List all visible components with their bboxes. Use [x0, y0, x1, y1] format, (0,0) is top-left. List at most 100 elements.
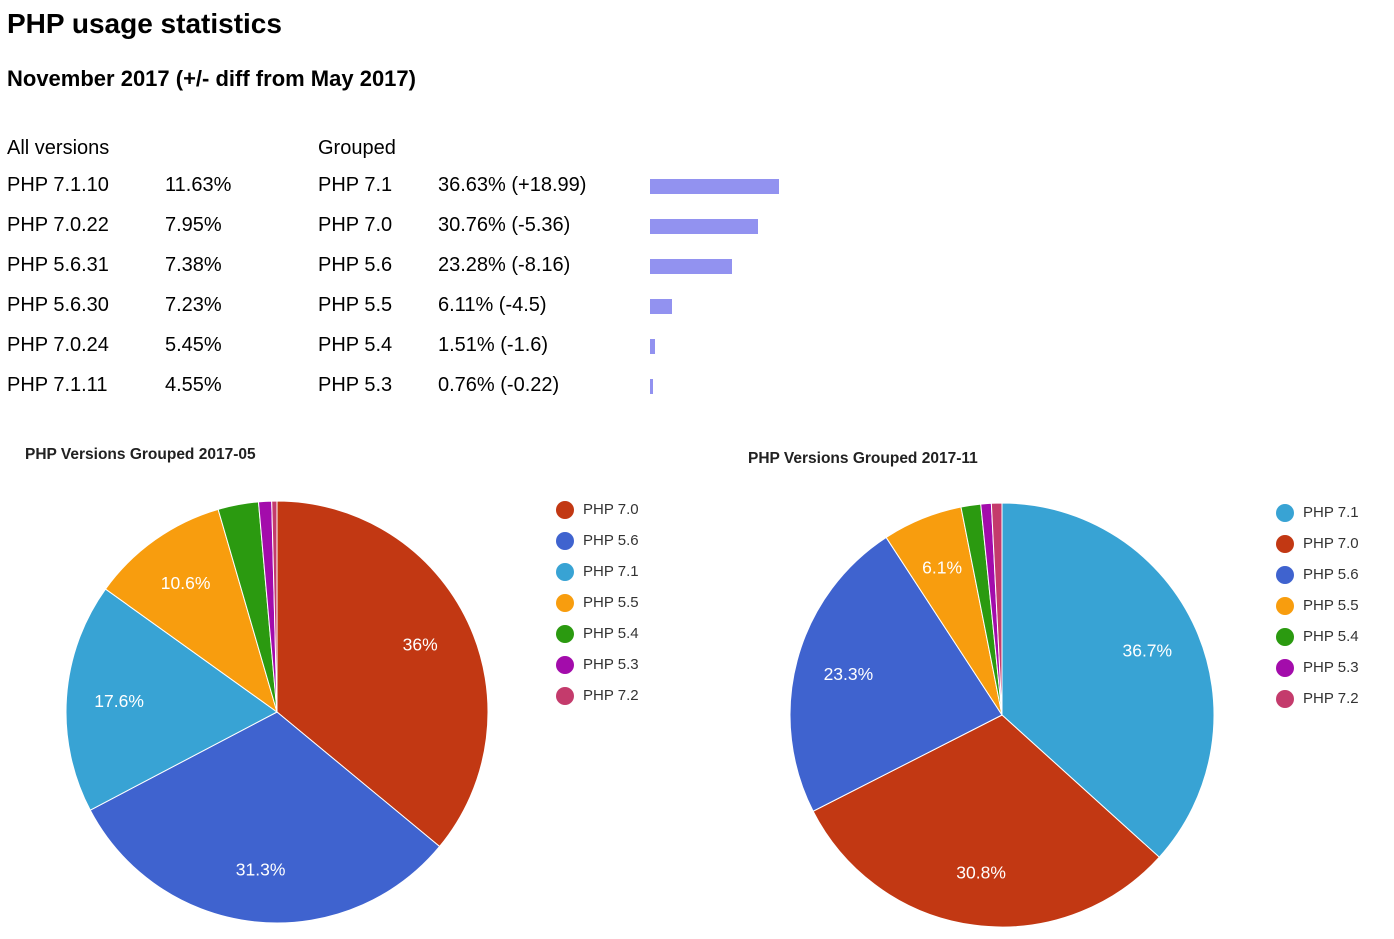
legend-swatch-icon — [556, 686, 574, 705]
legend-item-php-7-1: PHP 7.1 — [1276, 497, 1359, 528]
version-cell: PHP 7.0.22 — [7, 214, 109, 236]
table-row: PHP 7.1.11 4.55% PHP 5.3 0.76% (-0.22) — [7, 372, 907, 412]
legend-item-php-5-3: PHP 5.3 — [556, 649, 639, 680]
version-share-cell: 7.95% — [165, 214, 222, 236]
version-cell: PHP 7.0.24 — [7, 334, 109, 356]
legend-swatch-icon — [1276, 534, 1294, 553]
legend-item-php-7-0: PHP 7.0 — [1276, 528, 1359, 559]
legend-label: PHP 5.4 — [583, 625, 639, 642]
legend-label: PHP 7.1 — [1303, 504, 1359, 521]
legend-swatch-icon — [556, 562, 574, 581]
grouped-version-cell: PHP 5.5 — [318, 294, 393, 316]
legend-item-php-7-1: PHP 7.1 — [556, 556, 639, 587]
page-subtitle: November 2017 (+/- diff from May 2017) — [7, 66, 416, 91]
share-bar — [650, 339, 655, 354]
grouped-share-cell: 1.51% (-1.6) — [438, 334, 549, 356]
legend-2017-11: PHP 7.1 PHP 7.0 PHP 5.6 PHP 5.5 PHP 5.4 PHP 5… — [1276, 497, 1359, 714]
version-share-cell: 11.63% — [165, 174, 232, 196]
legend-swatch-icon — [1276, 596, 1294, 615]
pie-slice-php-7-0[interactable] — [276, 500, 489, 848]
legend-item-php-5-5: PHP 5.5 — [1276, 590, 1359, 621]
legend-label: PHP 5.5 — [583, 594, 639, 611]
grouped-share-cell: 30.76% (-5.36) — [438, 214, 571, 236]
legend-item-php-5-6: PHP 5.6 — [1276, 559, 1359, 590]
grouped-version-cell: PHP 7.0 — [318, 214, 393, 236]
pie-slice-php-7-2[interactable] — [271, 500, 278, 713]
table-row: PHP 7.1.10 11.63% PHP 7.1 36.63% (+18.99) — [7, 172, 907, 212]
legend-label: PHP 5.3 — [583, 656, 639, 673]
pie-slice-label: 36% — [403, 635, 438, 655]
grouped-version-cell: PHP 7.1 — [318, 174, 393, 196]
grouped-version-cell: PHP 5.3 — [318, 374, 393, 396]
legend-swatch-icon — [556, 624, 574, 643]
legend-label: PHP 7.2 — [583, 687, 639, 704]
version-share-cell: 7.23% — [165, 294, 222, 316]
legend-swatch-icon — [556, 531, 574, 550]
legend-label: PHP 5.6 — [1303, 566, 1359, 583]
pie-slice-label: 6.1% — [922, 558, 962, 578]
legend-label: PHP 5.3 — [1303, 659, 1359, 676]
grouped-share-cell: 0.76% (-0.22) — [438, 374, 560, 396]
table-row: PHP 7.0.24 5.45% PHP 5.4 1.51% (-1.6) — [7, 332, 907, 372]
legend-label: PHP 5.4 — [1303, 628, 1359, 645]
chart-title-2017-05: PHP Versions Grouped 2017-05 — [25, 446, 256, 463]
pie-slice-label: 31.3% — [236, 859, 286, 879]
legend-item-php-7-2: PHP 7.2 — [1276, 683, 1359, 714]
pie-chart-2017-05: 36% 31.3% 17.6% 10.6% — [65, 500, 489, 924]
legend-swatch-icon — [556, 500, 574, 519]
pie-slice-label: 23.3% — [824, 664, 874, 684]
version-cell: PHP 7.1.10 — [7, 174, 109, 196]
legend-label: PHP 5.6 — [583, 532, 639, 549]
pie-chart-2017-11: 36.7% 30.8% 23.3% 6.1% — [789, 502, 1215, 928]
legend-label: PHP 7.2 — [1303, 690, 1359, 707]
version-cell: PHP 5.6.31 — [7, 254, 109, 276]
table-row: PHP 7.0.22 7.95% PHP 7.0 30.76% (-5.36) — [7, 212, 907, 252]
table-row: PHP 5.6.30 7.23% PHP 5.5 6.11% (-4.5) — [7, 292, 907, 332]
legend-swatch-icon — [1276, 627, 1294, 646]
pie-slice-php-5-5[interactable] — [104, 508, 278, 714]
pie-slice-php-7-2[interactable] — [990, 502, 1003, 716]
share-bar — [650, 379, 653, 394]
pie-slice-label: 17.6% — [94, 691, 144, 711]
page-title: PHP usage statistics — [7, 8, 282, 39]
pie-slice-php-5-6[interactable] — [789, 536, 1003, 812]
legend-item-php-5-6: PHP 5.6 — [556, 525, 639, 556]
legend-label: PHP 7.0 — [583, 501, 639, 518]
share-bar — [650, 299, 672, 314]
grouped-header: Grouped — [318, 137, 396, 159]
legend-item-php-5-4: PHP 5.4 — [1276, 621, 1359, 652]
legend-2017-05: PHP 7.0 PHP 5.6 PHP 7.1 PHP 5.5 PHP 5.4 PHP 5… — [556, 494, 639, 711]
legend-item-php-5-5: PHP 5.5 — [556, 587, 639, 618]
table-row: PHP 5.6.31 7.38% PHP 5.6 23.28% (-8.16) — [7, 252, 907, 292]
pie-slice-php-7-1[interactable] — [1001, 502, 1215, 858]
pie-slice-php-7-0[interactable] — [812, 714, 1160, 928]
version-cell: PHP 7.1.11 — [7, 374, 108, 396]
all-versions-header: All versions — [7, 137, 110, 159]
version-share-cell: 4.55% — [165, 374, 222, 396]
chart-title-2017-11: PHP Versions Grouped 2017-11 — [748, 450, 978, 467]
grouped-version-cell: PHP 5.6 — [318, 254, 393, 276]
grouped-share-cell: 23.28% (-8.16) — [438, 254, 571, 276]
legend-swatch-icon — [556, 655, 574, 674]
legend-swatch-icon — [556, 593, 574, 612]
grouped-version-cell: PHP 5.4 — [318, 334, 393, 356]
version-cell: PHP 5.6.30 — [7, 294, 109, 316]
share-bar — [650, 179, 779, 194]
legend-swatch-icon — [1276, 503, 1294, 522]
share-bar — [650, 259, 732, 274]
pie-slice-label: 10.6% — [161, 573, 211, 593]
pie-slice-php-7-1[interactable] — [65, 588, 278, 811]
legend-item-php-5-4: PHP 5.4 — [556, 618, 639, 649]
legend-label: PHP 5.5 — [1303, 597, 1359, 614]
legend-label: PHP 7.0 — [1303, 535, 1359, 552]
pie-slice-label: 36.7% — [1122, 641, 1172, 661]
versions-table: PHP 7.1.10 11.63% PHP 7.1 36.63% (+18.99) PH… — [7, 172, 907, 422]
legend-swatch-icon — [1276, 658, 1294, 677]
legend-swatch-icon — [1276, 565, 1294, 584]
legend-label: PHP 7.1 — [583, 563, 639, 580]
legend-item-php-7-2: PHP 7.2 — [556, 680, 639, 711]
legend-item-php-7-0: PHP 7.0 — [556, 494, 639, 525]
grouped-share-cell: 6.11% (-4.5) — [438, 294, 547, 316]
grouped-share-cell: 36.63% (+18.99) — [438, 174, 587, 196]
